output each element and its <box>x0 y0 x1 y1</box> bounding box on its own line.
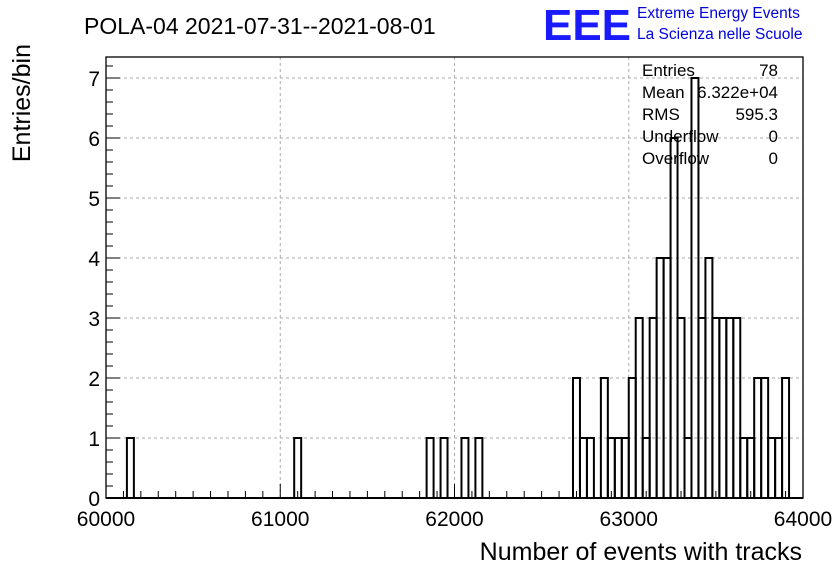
x-tick-label: 64000 <box>774 508 832 531</box>
histogram-bars <box>106 77 803 499</box>
x-tick-label: 63000 <box>600 508 658 531</box>
histogram-bin <box>711 317 721 498</box>
histogram-bin <box>425 437 435 498</box>
axis-ticks <box>105 65 804 499</box>
y-tick-label: 4 <box>88 248 100 271</box>
histogram-bin <box>739 437 749 498</box>
stats-overflow-label: Overflow <box>642 149 710 168</box>
histogram-bin <box>578 437 588 498</box>
histogram-bin <box>641 437 651 498</box>
eee-logo-mark: EEE <box>543 1 631 50</box>
histogram-bin <box>634 317 644 498</box>
histogram-bin <box>732 317 742 498</box>
y-tick-label: 5 <box>88 188 100 211</box>
y-tick-label: 2 <box>88 368 100 391</box>
histogram-bin <box>293 437 303 498</box>
histogram-bin <box>781 377 791 498</box>
stats-underflow-value: 0 <box>769 127 778 146</box>
histogram-bin <box>676 317 686 498</box>
stats-rms-value: 595.3 <box>735 105 778 124</box>
stats-entries-value: 78 <box>759 61 778 80</box>
x-tick-label: 60000 <box>77 508 135 531</box>
stats-entries-label: Entries <box>642 61 695 80</box>
histogram-bin <box>585 437 595 498</box>
stats-rms-label: RMS <box>642 105 680 124</box>
x-tick-label: 61000 <box>251 508 309 531</box>
chart-title: POLA-04 2021-07-31--2021-08-01 <box>84 13 436 39</box>
histogram-bin <box>767 437 777 498</box>
histogram-bin <box>725 317 735 498</box>
histogram-bin <box>439 437 449 498</box>
x-tick-label: 62000 <box>425 508 483 531</box>
stats-mean-label: Mean <box>642 83 685 102</box>
logo-line-2: La Scienza nelle Scuole <box>637 26 802 43</box>
y-tick-label: 0 <box>88 488 100 511</box>
y-tick-label: 1 <box>88 428 100 451</box>
stats-overflow-value: 0 <box>769 149 778 168</box>
logo-line-1: Extreme Energy Events <box>637 5 800 22</box>
histogram-bin <box>620 437 630 498</box>
histogram-bin <box>690 77 700 498</box>
y-tick-label: 7 <box>88 68 100 91</box>
histogram-bin <box>648 317 658 498</box>
histogram-bin <box>697 317 707 498</box>
grid <box>106 57 803 498</box>
histogram-bin <box>474 437 484 498</box>
x-axis-label: Number of events with tracks <box>480 538 802 566</box>
y-axis-label: Entries/bin <box>8 44 36 162</box>
y-tick-label: 3 <box>88 308 100 331</box>
histogram-bin <box>613 437 623 498</box>
stats-mean-value: 6.322e+04 <box>697 83 778 102</box>
eee-logo: EEE Extreme Energy Events La Scienza nel… <box>543 1 802 50</box>
histogram-bin <box>606 437 616 498</box>
tick-labels: 60000 61000 62000 63000 64000 0 1 2 3 4 5 6 7 <box>77 68 832 531</box>
histogram-bin <box>683 437 693 498</box>
histogram-bin <box>774 437 784 498</box>
stats-underflow-label: Underflow <box>642 127 719 146</box>
histogram-bin <box>460 437 470 498</box>
stats-box: Entries 78 Mean 6.322e+04 RMS 595.3 Unde… <box>642 61 778 168</box>
histogram-bin <box>125 437 135 498</box>
histogram-bin <box>746 437 756 498</box>
y-tick-label: 6 <box>88 128 100 151</box>
histogram-bin <box>718 317 728 498</box>
